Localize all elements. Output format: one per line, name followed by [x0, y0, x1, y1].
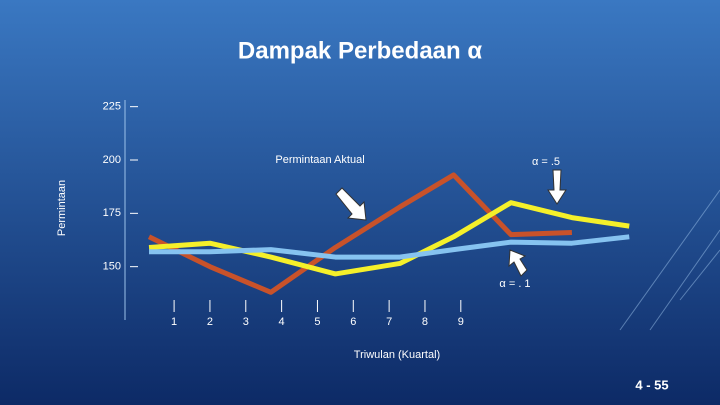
x-axis-label: Triwulan (Kuartal)	[354, 349, 440, 361]
x-tick-label: 8	[422, 316, 428, 328]
series-line	[149, 234, 630, 260]
x-tick-label: 6	[350, 316, 356, 328]
annotation: α = .5	[532, 156, 560, 168]
y-tick-label: 225	[103, 101, 121, 113]
x-tick-label: 1	[171, 316, 177, 328]
chart-title: Dampak Perbedaan α	[238, 37, 482, 64]
x-tick-label: 3	[243, 316, 249, 328]
series-line	[148, 200, 630, 277]
y-tick-label: 175	[103, 207, 121, 219]
arrows	[335, 169, 567, 277]
x-tick-label: 5	[314, 316, 320, 328]
x-tick-label: 4	[279, 316, 285, 328]
decoration	[619, 189, 720, 331]
x-tick-label: 7	[386, 316, 392, 328]
annotation: α = . 1	[499, 278, 530, 290]
page-number: 4 - 55	[635, 377, 668, 392]
y-tick-label: 200	[103, 154, 121, 166]
x-tick-label: 2	[207, 316, 213, 328]
y-tick-label: 150	[103, 261, 121, 273]
series-line	[147, 172, 572, 295]
plot: 150 175 200 225 1 2 3 4 5 6 7 8 9	[103, 101, 630, 328]
y-axis-label: Permintaan	[56, 180, 68, 236]
x-tick-label: 9	[458, 316, 464, 328]
annotation: Permintaan Aktual	[275, 154, 364, 166]
